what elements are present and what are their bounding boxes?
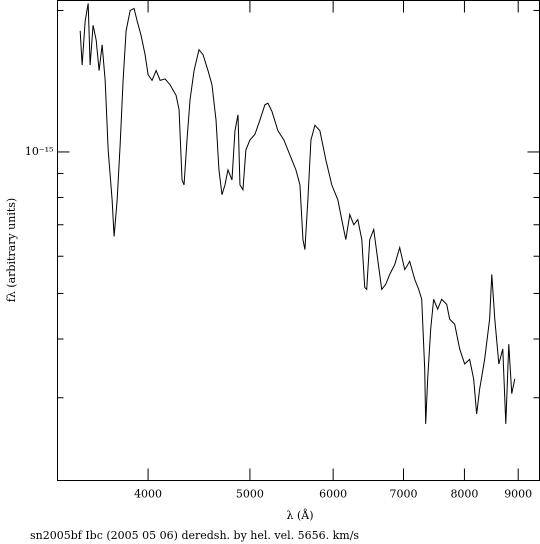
y-axis-label: fλ (arbitrary units) (5, 198, 18, 302)
x-tick-label: 8000 (450, 488, 478, 501)
x-tick-label: 6000 (319, 488, 347, 501)
x-tick-label: 5000 (236, 488, 264, 501)
plot-frame (57, 0, 540, 481)
caption: sn2005bf Ibc (2005 05 06) deredsh. by he… (30, 529, 359, 542)
y-tick-label: 10⁻¹⁵ (25, 145, 54, 158)
spectrum-line (79, 3, 516, 424)
x-tick-label: 4000 (134, 488, 162, 501)
x-tick-label: 7000 (389, 488, 417, 501)
x-tick-label: 9000 (504, 488, 532, 501)
x-axis-label: λ (Å) (287, 508, 314, 522)
